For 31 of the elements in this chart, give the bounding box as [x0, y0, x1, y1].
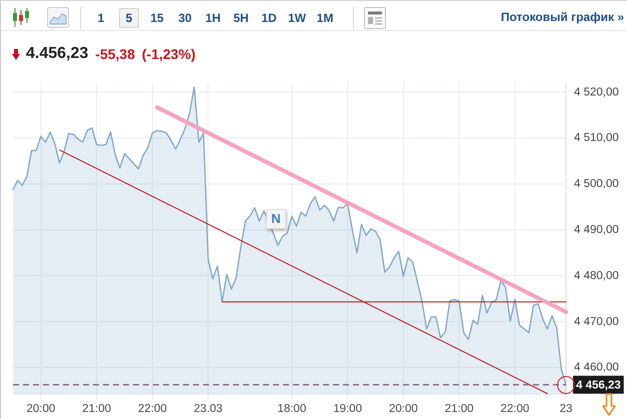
interval-button[interactable]: 1 [98, 9, 104, 27]
interval-button[interactable]: 30 [178, 9, 192, 27]
annotation: N [266, 208, 286, 229]
y-tick-label: 4 480,00 [574, 270, 619, 282]
y-tick-label: 4 460,00 [574, 362, 619, 374]
text: Потоковый график » [500, 10, 624, 24]
ref-line-label: 4 456,23 [576, 379, 621, 392]
y-tick-label: 4 510,00 [574, 132, 619, 144]
x-tick-label: 18:00 [277, 403, 306, 416]
chart-title: 4.456,23 [26, 45, 88, 63]
interval-button[interactable]: 1M [316, 9, 334, 27]
x-tick-label: 20:00 [26, 403, 56, 416]
chart-subtitle: -55,38 (-1,23%) [95, 46, 196, 62]
interval-button[interactable]: 5H [233, 9, 249, 27]
interval-button[interactable]: 5 [119, 8, 139, 28]
x-tick-label: 22:00 [138, 403, 167, 416]
x-tick-label: 21:00 [82, 403, 112, 416]
interval-button[interactable]: 1W [288, 9, 306, 27]
interval-button[interactable]: 1H [205, 9, 221, 27]
y-tick-label: 4 470,00 [574, 316, 619, 328]
interval-button[interactable]: 15 [150, 9, 164, 27]
y-tick-label: 4 490,00 [574, 224, 619, 236]
x-tick-label: 23 [560, 403, 572, 416]
x-tick-label: 21:00 [444, 403, 474, 416]
y-tick-label: 4 520,00 [574, 86, 619, 98]
x-tick-label: 20:00 [388, 403, 418, 416]
x-tick-label: 19:00 [333, 403, 362, 416]
x-tick-label: 23.03 [194, 403, 223, 416]
interval-button[interactable]: 1D [261, 9, 277, 27]
x-tick-label: 22:00 [500, 403, 530, 416]
y-tick-label: 4 500,00 [574, 178, 619, 190]
